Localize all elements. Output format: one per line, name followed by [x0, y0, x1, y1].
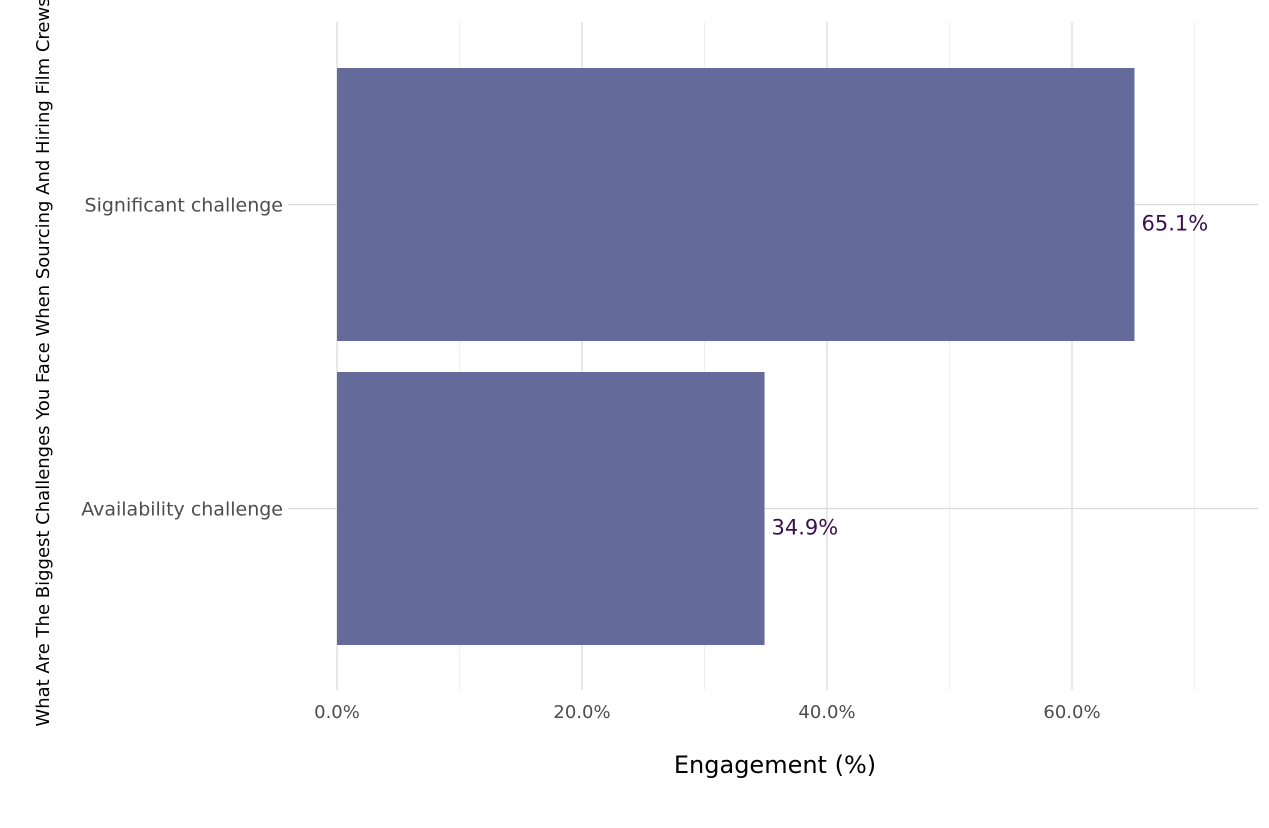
- y-category-labels: Significant challenge Availability challe…: [81, 195, 283, 521]
- data-label: 34.9%: [772, 516, 839, 540]
- bar: [337, 372, 765, 645]
- category-label: Availability challenge: [81, 499, 283, 521]
- category-label: Significant challenge: [85, 195, 283, 217]
- data-label: 65.1%: [1141, 212, 1208, 236]
- x-tick-labels: 0.0% 20.0% 40.0% 60.0%: [314, 702, 1100, 723]
- x-tick-label: 20.0%: [553, 702, 610, 723]
- y-axis-title: What Are The Biggest Challenges You Face…: [33, 0, 54, 727]
- bars: [337, 68, 1135, 645]
- data-labels: 65.1% 34.9%: [772, 212, 1209, 540]
- bar: [337, 68, 1135, 341]
- x-tick-label: 40.0%: [798, 702, 855, 723]
- x-axis-title: Engagement (%): [674, 751, 876, 779]
- x-tick-label: 0.0%: [314, 702, 360, 723]
- x-tick-label: 60.0%: [1043, 702, 1100, 723]
